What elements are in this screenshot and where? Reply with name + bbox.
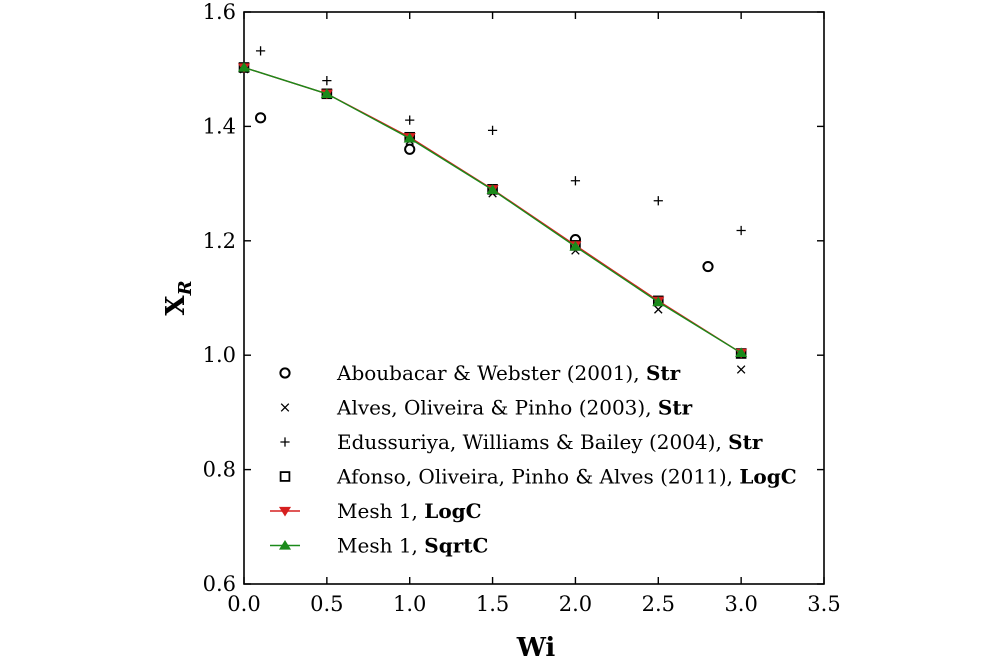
legend-label-text: Edussuriya, Williams & Bailey (2004),: [337, 430, 728, 454]
x-tick-label: 3.5: [807, 592, 840, 616]
legend-label-text: Aboubacar & Webster (2001),: [336, 361, 646, 385]
data-point: [735, 347, 748, 358]
legend-label-bold: Str: [728, 430, 763, 454]
plot-frame: [243, 11, 825, 585]
legend-label-text: Afonso, Oliveira, Pinho & Alves (2011),: [336, 465, 739, 489]
x-tick-label: 0.5: [310, 592, 343, 616]
legend-label-text: Mesh 1,: [337, 499, 424, 523]
y-axis-title-main: X: [161, 295, 191, 316]
data-point: [486, 184, 499, 195]
series-0: [254, 112, 714, 273]
data-point: [570, 176, 581, 186]
legend-marker: [279, 471, 291, 482]
legend-item: Mesh 1, SqrtC: [270, 534, 488, 558]
x-tick-label: 2.0: [559, 592, 592, 616]
data-point: [237, 61, 251, 72]
data-point: [736, 225, 746, 236]
x-tick-label: 2.5: [642, 592, 675, 616]
legend-label-bold: SqrtC: [424, 534, 488, 558]
data-point: [404, 143, 416, 155]
series-1: [239, 64, 746, 374]
legend-label-text: Mesh 1,: [337, 534, 424, 558]
legend-label: Edussuriya, Williams & Bailey (2004), St…: [337, 430, 763, 454]
legend-item: Aboubacar & Webster (2001), Str: [279, 361, 681, 385]
data-point: [487, 125, 498, 136]
series-3: [238, 62, 747, 359]
x-tick-label: 1.5: [476, 592, 509, 616]
data-point: [320, 88, 333, 98]
legend-label-text: Alves, Oliveira & Pinho (2003),: [336, 396, 658, 420]
x-tick-label: 3.0: [724, 592, 757, 616]
legend-item: Afonso, Oliveira, Pinho & Alves (2011), …: [279, 465, 797, 489]
legend-label: Mesh 1, SqrtC: [337, 534, 488, 558]
data-point: [569, 241, 582, 251]
legend-marker: [278, 539, 292, 550]
x-tick-label: 1.0: [393, 592, 426, 616]
series-2: [255, 46, 746, 236]
legend-item: Edussuriya, Williams & Bailey (2004), St…: [280, 430, 763, 454]
series-4: [237, 63, 748, 359]
x-tick-label: 0.0: [227, 592, 260, 616]
series-line: [243, 66, 742, 354]
legend-marker: [280, 403, 290, 412]
legend-label: Afonso, Oliveira, Pinho & Alves (2011), …: [336, 465, 797, 489]
data-point: [322, 76, 332, 86]
data-point: [654, 305, 663, 314]
legend-label-bold: Str: [646, 361, 681, 385]
y-tick-label: 1.0: [203, 343, 236, 367]
legend-marker: [279, 367, 291, 379]
data-point: [403, 132, 416, 143]
y-axis-title: XR: [161, 280, 196, 315]
data-point: [255, 46, 266, 56]
data-point: [653, 196, 663, 206]
y-tick-label: 0.8: [203, 458, 236, 482]
legend-label-bold: LogC: [424, 499, 481, 523]
y-tick-label: 1.2: [203, 229, 236, 253]
legend-label-bold: Str: [658, 396, 693, 420]
data-point: [254, 112, 267, 124]
data-point: [702, 260, 714, 273]
data-point: [652, 296, 665, 307]
legend-label-bold: LogC: [739, 465, 796, 489]
x-axis-title: Wi: [516, 633, 556, 663]
legend-marker: [278, 506, 292, 517]
series-line: [243, 66, 742, 354]
data-point: [405, 115, 415, 125]
y-tick-label: 1.4: [203, 114, 236, 138]
data-point: [736, 365, 746, 374]
y-tick-label: 0.6: [203, 572, 236, 596]
legend-item: Alves, Oliveira & Pinho (2003), Str: [280, 396, 693, 420]
legend-label: Aboubacar & Webster (2001), Str: [336, 361, 681, 385]
legend-marker: [280, 437, 290, 447]
legend-item: Mesh 1, LogC: [270, 499, 482, 523]
series-5: [237, 61, 748, 358]
y-axis-title-subscript: R: [175, 280, 196, 296]
legend-label: Mesh 1, LogC: [337, 499, 482, 523]
legend-label: Alves, Oliveira & Pinho (2003), Str: [336, 396, 693, 420]
y-tick-label: 1.6: [203, 0, 236, 24]
